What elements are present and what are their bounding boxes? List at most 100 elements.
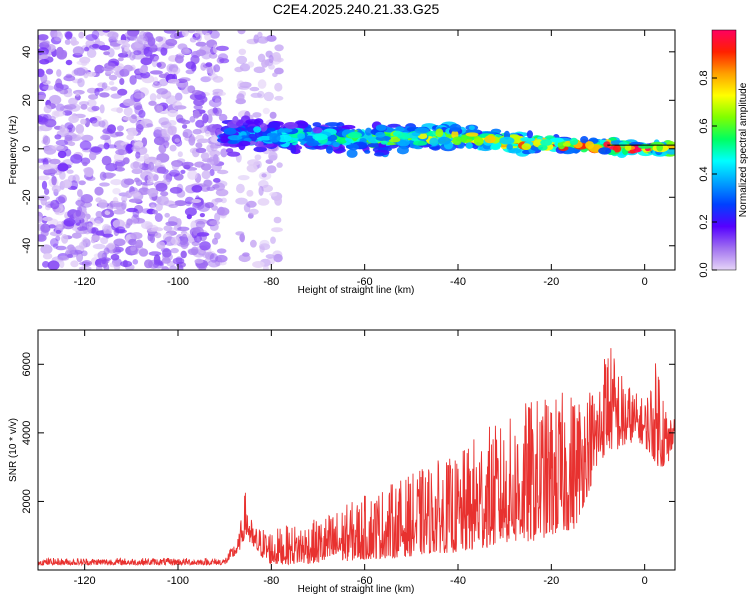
spectral-blob (312, 127, 323, 134)
spectral-blob (68, 97, 78, 106)
spectral-blob (218, 113, 228, 122)
spectral-blob (134, 105, 144, 116)
spectral-blob (162, 232, 172, 243)
spectral-blob (206, 186, 216, 192)
spectral-blob (211, 238, 219, 245)
spectral-blob (144, 259, 153, 269)
spectral-blob (253, 146, 267, 153)
spectral-blob (254, 154, 262, 161)
spectral-blob (93, 220, 102, 227)
spectral-blob (181, 161, 194, 168)
spectral-blob (236, 183, 245, 194)
snr-axes: -120 -100 -80 -60 -40 -20 0 2000 4000 6000 (21, 330, 675, 587)
spectral-blob (111, 202, 124, 207)
spectral-blob (75, 209, 82, 217)
spectral-blob (167, 109, 178, 118)
spectral-blob (163, 173, 171, 180)
spectral-blob (169, 265, 178, 270)
spectral-blob (161, 257, 171, 264)
spectral-blob (59, 124, 66, 133)
spectral-blob (208, 52, 218, 59)
spectral-blob (77, 132, 84, 138)
spectral-blob (57, 150, 67, 159)
spectral-blob (138, 109, 146, 118)
spectral-blob (97, 144, 105, 150)
spectral-blob (375, 124, 387, 131)
spectral-blob (156, 241, 166, 250)
spectral-blob (301, 135, 316, 142)
spectral-blob (40, 73, 48, 84)
spectral-blob (253, 118, 264, 126)
spectral-blob (273, 253, 283, 263)
spectral-blob (44, 188, 50, 196)
spectral-blob (192, 128, 202, 135)
spectral-blob (612, 144, 622, 153)
spectral-blob (178, 77, 191, 82)
spectral-blob (160, 47, 168, 56)
spectral-blob (107, 242, 116, 250)
spectral-blob (171, 63, 179, 73)
spectral-blob (43, 105, 52, 114)
spectral-blob (520, 136, 535, 142)
spectral-blob (171, 236, 181, 245)
spectrogram-panel: -120 -100 -80 -60 -40 -20 0 -40 -20 0 20 40 Height … (8, 29, 676, 296)
spectral-blob (380, 140, 388, 145)
x-tick-label: -120 (74, 276, 96, 288)
page-title: C2E4.2025.240.21.33.G25 (273, 1, 440, 17)
spectral-blob (143, 153, 150, 162)
spectral-blob (174, 200, 187, 207)
spectral-blob (269, 192, 278, 197)
spectral-blob (42, 135, 51, 146)
x-tick-label: 0 (642, 276, 648, 288)
spectral-blob (187, 30, 195, 34)
spectral-blob (64, 134, 73, 142)
spectral-blob (148, 161, 155, 171)
snr-panel: -120 -100 -80 -60 -40 -20 0 2000 4000 6000 Height… (8, 329, 676, 595)
spectral-blob (236, 120, 244, 127)
spectral-blob (167, 120, 177, 126)
spectral-blob (274, 67, 284, 75)
spectral-blob (64, 122, 74, 130)
spectral-blob (207, 259, 221, 268)
snr-x-axis-label: Height of straight line (km) (298, 584, 415, 595)
spectral-blob (195, 220, 206, 229)
spectral-blob (521, 143, 532, 151)
spectral-blob (197, 202, 210, 212)
spectral-blob (113, 209, 126, 215)
spectral-blob (160, 191, 169, 197)
spectral-blob (126, 207, 138, 213)
spectral-blob (212, 44, 219, 54)
spectral-blob (148, 251, 162, 256)
spectral-blob (116, 107, 123, 114)
spectral-blob (259, 239, 270, 248)
spectral-blob (112, 219, 126, 229)
spectral-blob (122, 98, 135, 107)
spectral-blob (110, 86, 118, 92)
spectral-blob (149, 70, 163, 75)
spectral-blob (82, 237, 89, 244)
spectral-blob (108, 81, 115, 86)
spectral-blob (239, 233, 245, 243)
spectral-blob (74, 92, 80, 97)
x-tick-label: -20 (543, 575, 559, 587)
spectral-blob (156, 105, 164, 112)
spectral-blob (155, 202, 163, 212)
spectral-blob (108, 74, 118, 81)
spectral-blob (81, 250, 88, 257)
spectral-blob (250, 239, 257, 248)
spectral-blob (78, 241, 87, 249)
spectrogram-axes: -120 -100 -80 -60 -40 -20 0 -40 -20 0 20 40 (21, 30, 675, 288)
spectral-blob (40, 195, 47, 206)
spectral-blob (106, 202, 114, 213)
spectral-blob (155, 36, 164, 42)
spectral-blob (122, 157, 130, 165)
spectral-blob (127, 30, 140, 37)
spectral-blob (156, 62, 162, 68)
spectral-blob (81, 134, 94, 142)
spectral-blob (78, 101, 90, 106)
spectral-blob (100, 134, 111, 141)
spectral-blob (67, 244, 75, 251)
spectral-blob (86, 48, 97, 58)
spectral-blob (526, 130, 534, 139)
spectral-blob (114, 167, 126, 172)
